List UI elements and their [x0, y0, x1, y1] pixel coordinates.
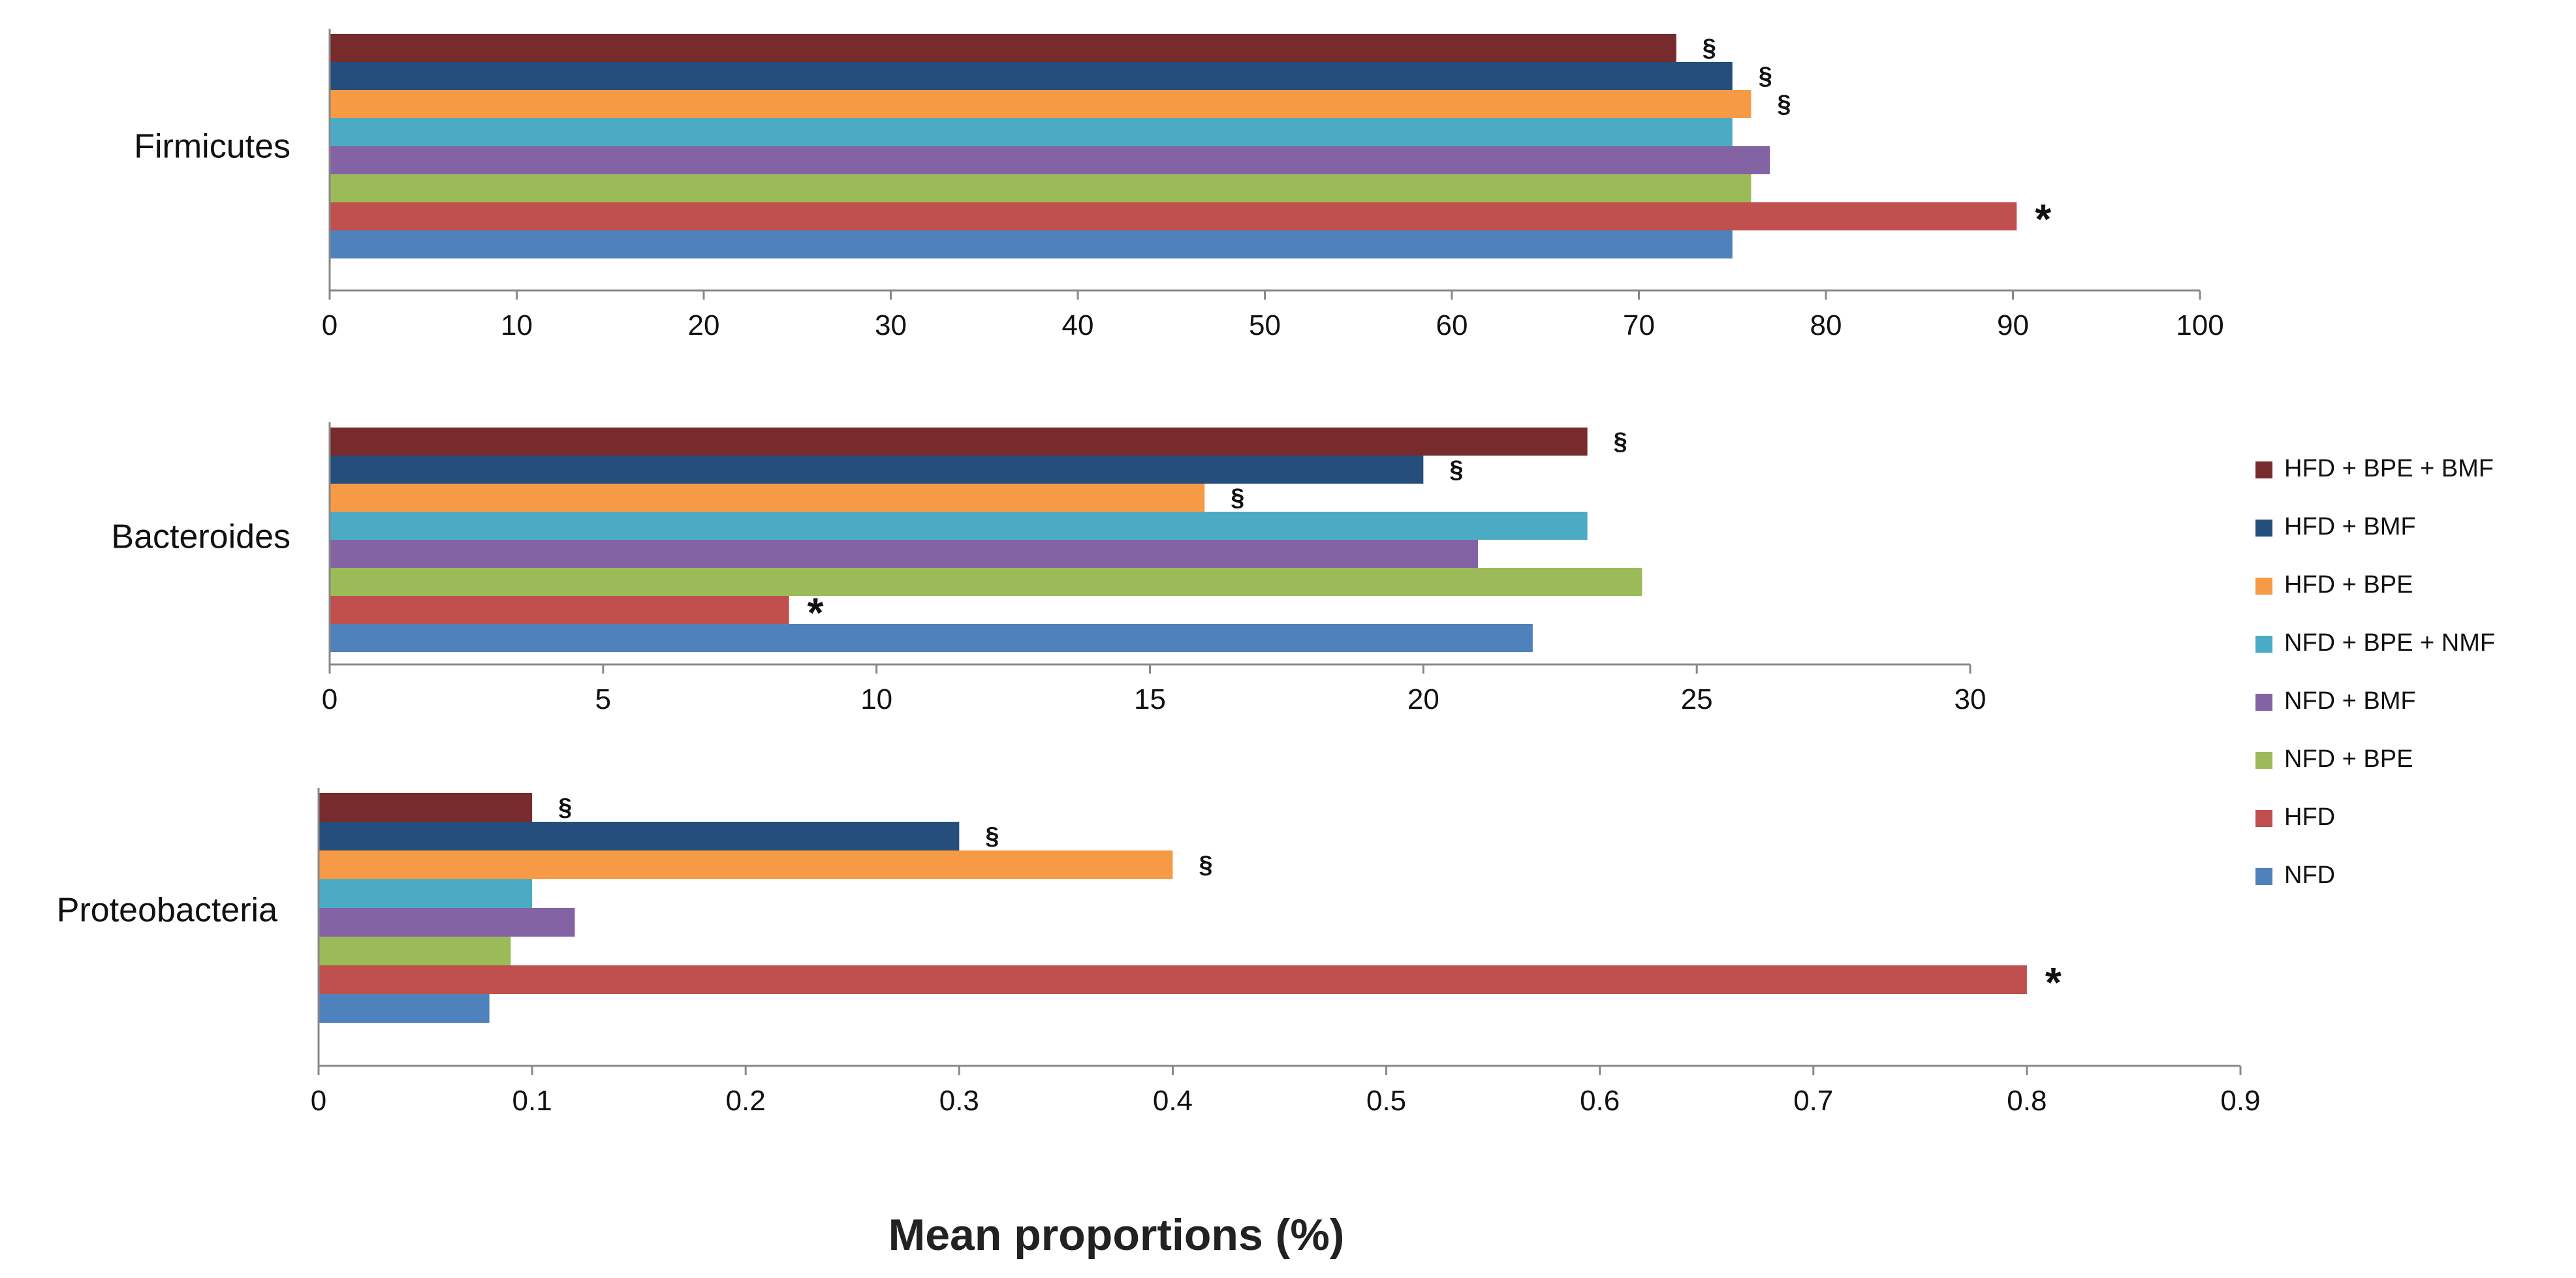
x-tick-label: 0.2 [726, 1085, 766, 1117]
x-tick-label: 25 [1681, 683, 1713, 715]
bar-bacteroides-2 [330, 484, 1205, 512]
legend-swatch [2255, 694, 2272, 711]
bar-firmicutes-0 [330, 34, 1676, 62]
legend-item: HFD + BPE [2255, 571, 2413, 599]
legend-label: HFD + BPE [2284, 571, 2413, 599]
chart-panels: Firmicutes§§§*0 10 20 30 40 50 60 70 80 90 100Bact… [57, 29, 2261, 1117]
bar-bacteroides-0 [330, 428, 1588, 456]
significance-section-mark: § [1231, 484, 1244, 512]
x-tick-label: 10 [860, 683, 892, 715]
x-tick-label: 5 [595, 683, 611, 715]
bar-bacteroides-1 [330, 456, 1424, 484]
legend-item: NFD + BMF [2255, 687, 2416, 715]
legend-item: HFD + BPE + BMF [2255, 455, 2494, 482]
x-tick-label: 50 [1249, 309, 1281, 341]
legend-label: NFD + BPE [2284, 745, 2413, 773]
x-tick-label: 0.7 [1793, 1085, 1833, 1117]
bar-bacteroides-6 [330, 596, 789, 624]
x-tick-label: 0.3 [939, 1085, 979, 1117]
legend-swatch [2255, 578, 2272, 595]
legend-label: NFD [2284, 862, 2335, 889]
x-tick-label: 30 [1955, 683, 1987, 715]
x-axis-title: Mean proportions (%) [888, 1210, 1345, 1260]
x-tick-label: 0 [322, 309, 338, 341]
legend-swatch [2255, 752, 2272, 769]
legend-label: HFD [2284, 803, 2335, 831]
x-tick-label: 60 [1436, 309, 1468, 341]
legend-item: NFD + BPE + NMF [2255, 629, 2495, 657]
bar-firmicutes-4 [330, 146, 1770, 174]
legend-item: HFD + BMF [2255, 513, 2416, 540]
bar-firmicutes-7 [330, 230, 1733, 258]
bar-proteobacteria-0 [319, 793, 533, 822]
x-tick-label: 20 [1407, 683, 1439, 715]
x-tick-label: 20 [688, 309, 720, 341]
x-tick-label: 0.5 [1366, 1085, 1406, 1117]
legend-swatch [2255, 810, 2272, 827]
bar-firmicutes-3 [330, 118, 1733, 146]
x-tick-label: 0.6 [1580, 1085, 1620, 1117]
bar-bacteroides-4 [330, 540, 1479, 568]
panel-bacteroides: Bacteroides§§§*0 5 10 15 20 25 30 [111, 422, 1986, 715]
significance-section-mark: § [1199, 851, 1212, 879]
x-tick-label: 0 [311, 1085, 326, 1117]
significance-section-mark: § [985, 822, 999, 850]
bar-proteobacteria-3 [319, 879, 533, 908]
legend-swatch [2255, 636, 2272, 653]
panel-firmicutes: Firmicutes§§§*0 10 20 30 40 50 60 70 80 90 100 [134, 29, 2224, 341]
bar-bacteroides-5 [330, 568, 1642, 596]
legend-label: NFD + BMF [2284, 687, 2416, 715]
significance-section-mark: § [1703, 35, 1716, 62]
bar-firmicutes-2 [330, 90, 1751, 118]
legend-label: NFD + BPE + NMF [2284, 629, 2495, 657]
significance-section-mark: § [558, 794, 572, 821]
x-tick-label: 0.4 [1153, 1085, 1193, 1117]
significance-section-mark: § [1614, 428, 1627, 456]
category-label: Proteobacteria [57, 892, 277, 929]
bar-firmicutes-6 [330, 202, 2017, 230]
bar-proteobacteria-4 [319, 908, 575, 937]
x-tick-label: 30 [875, 309, 907, 341]
legend-item: NFD + BPE [2255, 745, 2413, 773]
x-tick-label: 0 [322, 683, 338, 715]
significance-section-mark: § [1449, 456, 1463, 484]
bar-proteobacteria-2 [319, 850, 1173, 879]
legend-item: HFD [2255, 803, 2335, 831]
legend-item: NFD [2255, 862, 2335, 889]
x-tick-label: 70 [1623, 309, 1655, 341]
x-tick-label: 80 [1810, 309, 1842, 341]
legend-swatch [2255, 868, 2272, 885]
bar-proteobacteria-6 [319, 965, 2027, 994]
legend: HFD + BPE + BMF HFD + BMF HFD + BPE NFD + B… [2255, 455, 2495, 889]
significance-section-mark: § [1759, 63, 1772, 90]
panel-proteobacteria: Proteobacteria § § § * 0 0.1 0.2 0.3 0.4 0.5 0.6 0.7… [57, 788, 2261, 1117]
legend-swatch [2255, 520, 2272, 537]
x-tick-label: 0.1 [512, 1085, 552, 1117]
x-tick-label: 0.9 [2220, 1085, 2260, 1117]
bar-proteobacteria-1 [319, 822, 960, 850]
legend-label: HFD + BMF [2284, 513, 2416, 540]
significance-star: * [2035, 196, 2051, 243]
bar-proteobacteria-7 [319, 994, 490, 1023]
significance-section-mark: § [1777, 91, 1791, 118]
bar-firmicutes-5 [330, 174, 1751, 202]
legend-swatch [2255, 461, 2272, 478]
bar-firmicutes-1 [330, 62, 1733, 90]
bar-bacteroides-7 [330, 624, 1533, 652]
category-label: Firmicutes [134, 128, 291, 166]
x-tick-label: 0.8 [2007, 1085, 2047, 1117]
x-tick-label: 15 [1134, 683, 1166, 715]
x-tick-label: 100 [2176, 309, 2223, 341]
x-tick-label: 10 [501, 309, 533, 341]
x-tick-label: 90 [1997, 309, 2029, 341]
bar-bacteroides-3 [330, 512, 1588, 540]
bar-proteobacteria-5 [319, 937, 511, 965]
legend-label: HFD + BPE + BMF [2284, 455, 2494, 482]
category-label: Bacteroides [111, 518, 291, 556]
x-tick-label: 40 [1062, 309, 1094, 341]
significance-star: * [2045, 959, 2062, 1006]
